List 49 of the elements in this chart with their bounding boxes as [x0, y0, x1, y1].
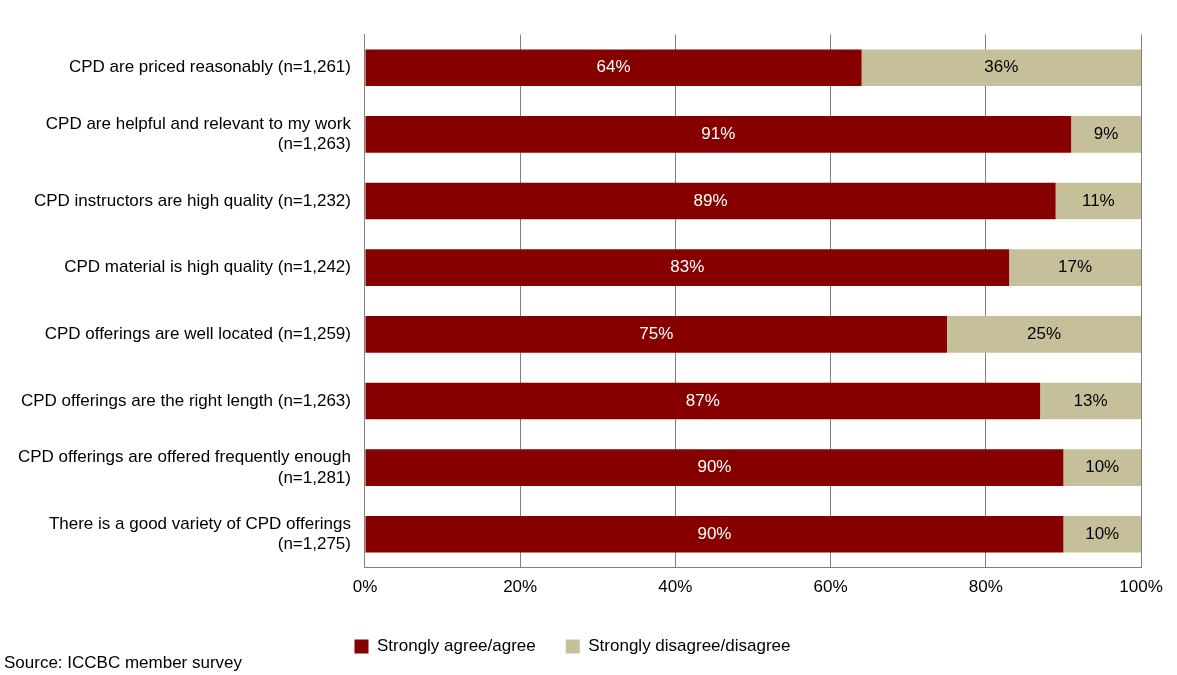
data-label: 64%: [596, 57, 631, 77]
bar: [861, 49, 1141, 87]
bar: [1009, 249, 1141, 286]
data-label: 10%: [1085, 457, 1120, 477]
bar: [365, 316, 947, 353]
data-label: 17%: [1058, 257, 1093, 277]
data-label: 89%: [693, 190, 728, 210]
y-tick-label: CPD offerings are offered frequently enough (n=1,281): [17, 447, 351, 487]
data-label: 90%: [697, 457, 732, 477]
bar: [365, 515, 1064, 553]
bar: [365, 116, 1072, 153]
x-tick-label: 20%: [503, 577, 538, 597]
source-note: Source: ICCBC member survey: [4, 653, 243, 673]
data-label: 75%: [639, 324, 674, 344]
bar: [1055, 182, 1141, 220]
data-label: 25%: [1026, 324, 1062, 344]
data-label: 91%: [701, 124, 736, 144]
y-tick-label: CPD offerings are the right length (n=1,263): [21, 390, 351, 410]
bar: [365, 182, 1056, 220]
bar: [365, 449, 1064, 486]
bar: [1040, 382, 1141, 420]
legend-label: Strongly disagree/disagree: [588, 636, 791, 656]
x-tick-label: 100%: [1119, 577, 1163, 597]
data-label: 83%: [670, 257, 705, 277]
data-label: 9%: [1093, 124, 1119, 144]
y-tick-label: CPD instructors are high quality (n=1,232): [33, 190, 351, 210]
x-tick-label: 80%: [968, 577, 1003, 597]
bar: [365, 49, 862, 87]
bar: [946, 316, 1141, 353]
y-tick-label: CPD are helpful and relevant to my work (n=1,263): [45, 113, 352, 154]
bar: [1063, 515, 1141, 553]
y-tick-label: CPD offerings are well located (n=1,259): [44, 324, 351, 344]
data-label: 11%: [1081, 190, 1115, 210]
bar: [1063, 449, 1141, 486]
data-label: 36%: [984, 57, 1019, 77]
bar: [1071, 116, 1141, 153]
legend-label: Strongly agree/agree: [377, 636, 536, 656]
x-tick-label: 0%: [352, 577, 378, 597]
y-tick-label: CPD material is high quality (n=1,242): [64, 257, 351, 277]
data-label: 13%: [1073, 390, 1108, 410]
data-label: 90%: [697, 523, 732, 543]
y-tick-label: There is a good variety of CPD offerings (n=1,275): [48, 513, 351, 554]
x-tick-label: 40%: [658, 577, 693, 597]
data-label: 10%: [1085, 523, 1120, 543]
x-tick-label: 60%: [813, 577, 848, 597]
bar: [365, 382, 1041, 420]
y-tick-label: CPD are priced reasonably (n=1,261): [68, 57, 351, 77]
data-label: 87%: [685, 390, 720, 410]
bar: [365, 249, 1010, 286]
